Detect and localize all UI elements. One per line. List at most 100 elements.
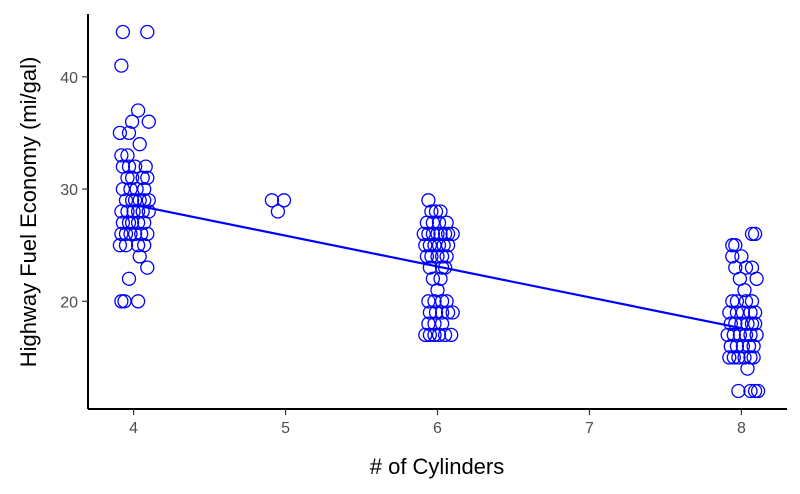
- data-point: [419, 249, 435, 264]
- data-point: [418, 327, 433, 343]
- x-tick-label: 6: [433, 420, 442, 437]
- data-point: [127, 159, 143, 174]
- data-point: [731, 383, 746, 399]
- data-point: [421, 294, 436, 309]
- data-point: [422, 327, 438, 343]
- data-point: [743, 327, 758, 343]
- data-point: [424, 249, 439, 264]
- data-point: [134, 226, 149, 242]
- data-point: [726, 327, 741, 343]
- data-point: [437, 327, 453, 343]
- data-point: [422, 238, 438, 253]
- data-point: [421, 193, 436, 208]
- data-point: [434, 305, 450, 320]
- data-point: [440, 305, 456, 320]
- data-point: [740, 316, 755, 331]
- x-axis-title: # of Cylinders: [370, 454, 505, 479]
- y-axis-title: Highway Fuel Economy (mi/gal): [16, 57, 41, 368]
- data-point: [127, 193, 143, 208]
- data-point: [728, 238, 743, 253]
- data-point: [115, 215, 131, 230]
- trend-line-layer: [133, 203, 742, 330]
- data-point: [421, 226, 436, 242]
- data-point: [427, 327, 442, 343]
- data-point: [749, 271, 764, 286]
- data-point: [431, 327, 447, 343]
- x-tick-label: 8: [737, 420, 746, 437]
- data-point: [437, 226, 453, 242]
- data-point: [118, 226, 134, 242]
- data-point: [725, 249, 740, 264]
- data-point: [140, 260, 155, 275]
- data-point: [124, 215, 140, 230]
- data-point: [264, 193, 280, 208]
- y-tick-label: 40: [60, 70, 78, 87]
- data-point: [433, 226, 448, 242]
- data-point: [747, 383, 763, 399]
- data-point: [720, 327, 735, 343]
- data-point: [140, 170, 155, 185]
- data-point: [737, 350, 752, 365]
- data-point: [444, 327, 459, 343]
- data-point: [743, 383, 758, 399]
- data-point: [744, 294, 760, 309]
- data-point: [130, 238, 146, 253]
- data-point: [121, 215, 137, 230]
- data-point: [115, 181, 131, 197]
- data-point: [725, 238, 740, 253]
- data-point: [445, 305, 460, 320]
- data-point: [114, 58, 129, 73]
- data-point: [112, 238, 128, 253]
- data-point: [743, 350, 758, 365]
- data-point: [416, 226, 431, 242]
- data-point: [117, 294, 132, 309]
- data-point: [132, 249, 147, 264]
- data-point: [425, 226, 441, 242]
- data-point: [750, 383, 766, 399]
- x-tick-label: 4: [129, 420, 138, 437]
- data-point: [428, 204, 444, 219]
- points-layer: [112, 24, 766, 399]
- data-point: [439, 215, 454, 230]
- data-point: [434, 260, 450, 275]
- data-point: [270, 204, 286, 219]
- data-point: [422, 260, 438, 275]
- data-point: [738, 327, 754, 343]
- data-point: [749, 327, 764, 343]
- data-point: [421, 316, 436, 331]
- x-tick-label: 7: [585, 420, 594, 437]
- trend-line: [133, 203, 742, 330]
- data-point: [130, 294, 146, 309]
- data-point: [121, 125, 137, 141]
- data-point: [737, 282, 752, 298]
- data-point: [137, 215, 152, 230]
- data-point: [436, 238, 451, 253]
- data-point: [418, 238, 433, 253]
- data-point: [130, 215, 146, 230]
- data-point: [121, 271, 137, 286]
- data-point: [140, 226, 155, 242]
- data-point: [431, 238, 447, 253]
- data-point: [740, 361, 755, 376]
- data-point: [440, 238, 456, 253]
- data-point: [738, 260, 754, 275]
- data-point: [729, 339, 745, 354]
- data-point: [124, 114, 140, 129]
- data-point: [434, 249, 450, 264]
- data-point: [431, 215, 447, 230]
- data-point: [722, 350, 737, 365]
- data-point: [419, 215, 435, 230]
- data-point: [276, 193, 292, 208]
- data-point: [747, 305, 763, 320]
- data-point: [135, 170, 150, 185]
- data-point: [138, 159, 153, 174]
- data-point: [747, 226, 763, 242]
- data-point: [115, 24, 131, 40]
- ticks: 4 5 6 7 8 20 30 40: [60, 70, 746, 437]
- y-tick-label: 30: [60, 182, 78, 199]
- data-point: [726, 350, 741, 365]
- data-point: [746, 339, 761, 354]
- data-point: [729, 294, 745, 309]
- data-point: [121, 159, 137, 174]
